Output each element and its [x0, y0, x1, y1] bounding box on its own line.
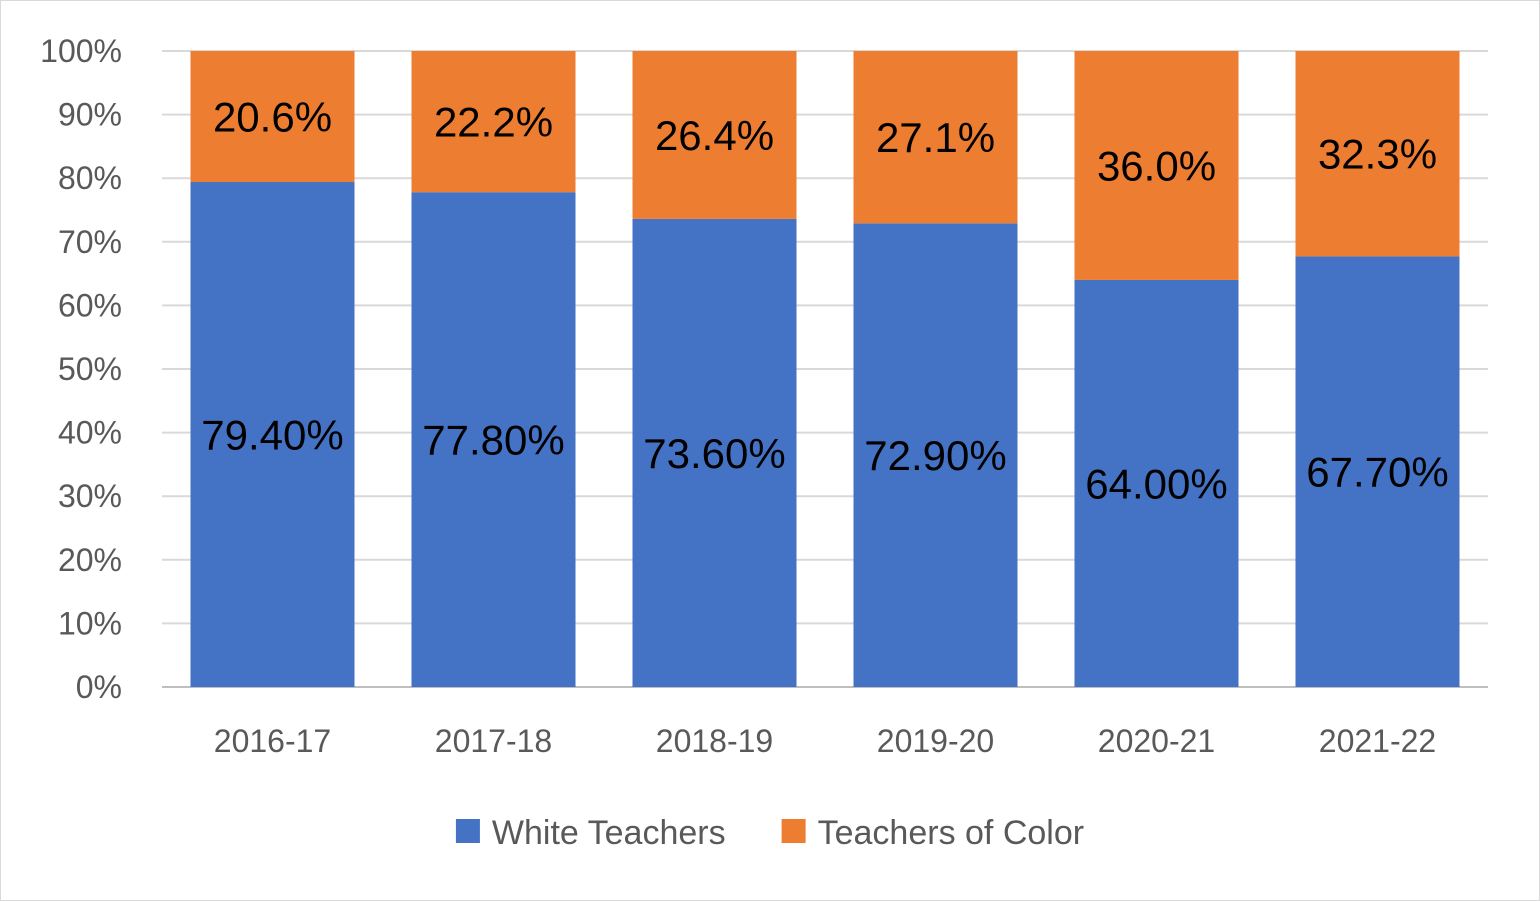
y-tick-label: 100%: [40, 33, 122, 69]
x-tick-label: 2017-18: [435, 723, 552, 759]
bar-segment: [853, 51, 1018, 224]
y-tick-label: 50%: [58, 351, 122, 387]
data-label: 20.6%: [213, 94, 332, 141]
y-tick-label: 80%: [58, 160, 122, 196]
bar-segment: [1074, 51, 1239, 280]
data-label: 36.0%: [1097, 142, 1216, 189]
bar-segment: [1074, 279, 1239, 687]
bar-segment: [1295, 51, 1460, 257]
y-tick-label: 40%: [58, 415, 122, 451]
gridlines: [162, 50, 1488, 688]
legend-label: White Teachers: [492, 814, 726, 852]
bars: [190, 51, 1460, 688]
legend-label: Teachers of Color: [818, 814, 1084, 852]
y-tick-label: 10%: [58, 605, 122, 641]
y-tick-label: 20%: [58, 542, 122, 578]
y-tick-label: 70%: [58, 224, 122, 260]
bar-segment: [1295, 256, 1460, 687]
bar-segment: [853, 223, 1018, 687]
legend-swatch: [455, 819, 480, 843]
legend-swatch: [781, 819, 806, 843]
bar-segment: [411, 192, 576, 687]
data-label: 64.00%: [1085, 460, 1227, 507]
x-tick-label: 2021-22: [1319, 723, 1436, 759]
legend: White Teachers Teachers of Color: [455, 814, 1084, 852]
x-tick-label: 2016-17: [214, 723, 331, 759]
bar-segment: [632, 51, 797, 219]
x-tick-label: 2019-20: [877, 723, 994, 759]
x-tick-label: 2020-21: [1098, 723, 1215, 759]
data-label: 26.4%: [655, 112, 774, 159]
bar-segment: [190, 51, 355, 183]
y-tick-label: 60%: [58, 287, 122, 323]
data-label: 73.60%: [643, 430, 785, 477]
data-labels: 79.40% 20.6% 77.80% 22.2% 73.60% 26.4% 72.90% 2…: [201, 94, 1448, 508]
bar-segment: [411, 51, 576, 193]
data-label: 27.1%: [876, 114, 995, 161]
y-tick-label: 0%: [76, 669, 122, 705]
y-axis-tick-labels: 0% 10% 20% 30% 40% 50% 60% 70% 80% 90% 100%: [40, 33, 122, 705]
y-tick-label: 30%: [58, 478, 122, 514]
bar-segment: [190, 182, 355, 688]
data-label: 67.70%: [1306, 449, 1448, 496]
data-label: 72.90%: [864, 432, 1006, 479]
data-label: 79.40%: [201, 412, 343, 459]
x-tick-label: 2018-19: [656, 723, 773, 759]
y-tick-label: 90%: [58, 97, 122, 133]
data-label: 32.3%: [1318, 131, 1437, 178]
bar-segment: [632, 218, 797, 688]
data-label: 22.2%: [434, 99, 553, 146]
x-axis-tick-labels: 2016-17 2017-18 2018-19 2019-20 2020-21 2021-…: [214, 723, 1436, 759]
data-label: 77.80%: [422, 417, 564, 464]
